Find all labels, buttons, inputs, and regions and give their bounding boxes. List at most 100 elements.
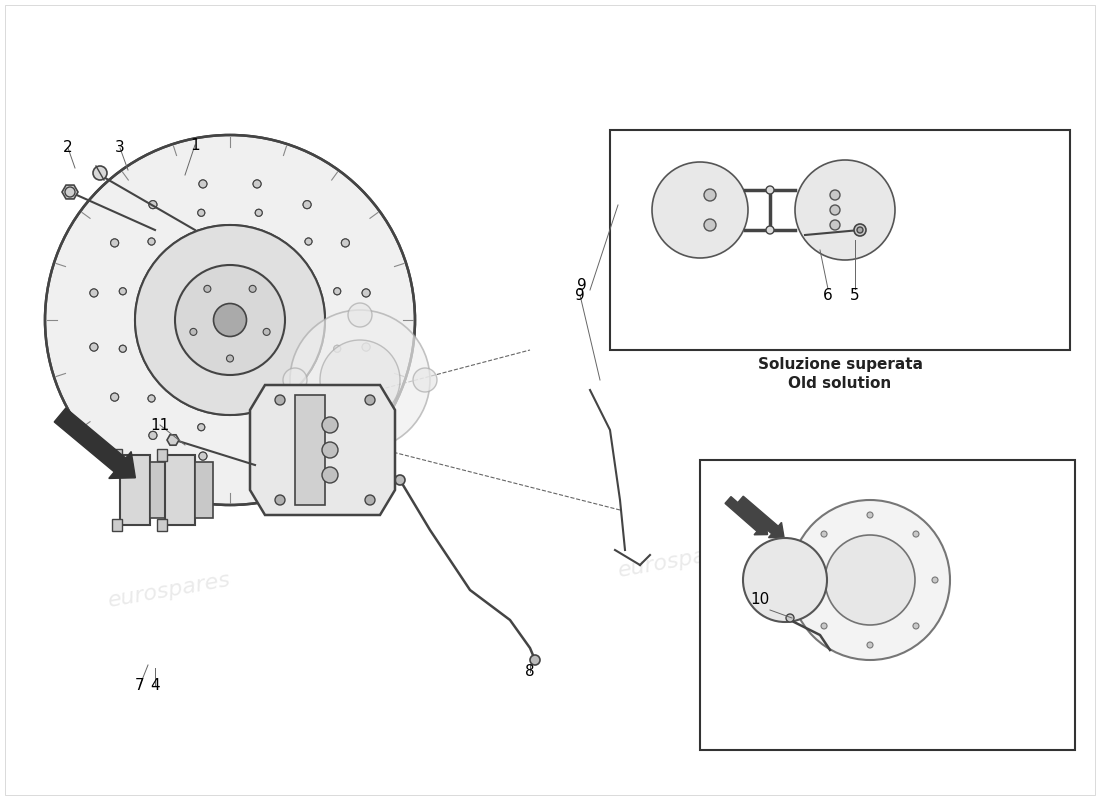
Bar (195, 462, 213, 518)
Circle shape (830, 205, 840, 215)
Circle shape (175, 265, 285, 375)
Circle shape (766, 186, 774, 194)
Polygon shape (62, 185, 78, 199)
Circle shape (90, 343, 98, 351)
Circle shape (119, 288, 126, 294)
Circle shape (204, 286, 211, 292)
Circle shape (253, 180, 261, 188)
Circle shape (263, 328, 271, 335)
Circle shape (867, 512, 873, 518)
Circle shape (333, 346, 341, 352)
Circle shape (913, 531, 918, 537)
Circle shape (766, 226, 774, 234)
Text: eurospares: eurospares (138, 374, 263, 426)
Circle shape (119, 288, 126, 294)
Circle shape (148, 431, 157, 439)
Text: 4: 4 (151, 678, 160, 693)
Circle shape (148, 238, 155, 245)
Circle shape (198, 210, 205, 216)
Circle shape (305, 395, 312, 402)
Circle shape (253, 180, 261, 188)
Circle shape (306, 342, 312, 349)
Circle shape (148, 201, 157, 209)
Circle shape (45, 135, 415, 505)
Circle shape (821, 623, 827, 629)
Circle shape (111, 393, 119, 401)
Circle shape (227, 234, 233, 240)
Circle shape (306, 342, 312, 349)
Circle shape (148, 201, 157, 209)
Circle shape (362, 343, 370, 351)
Bar (112, 449, 122, 461)
Circle shape (305, 395, 312, 402)
Circle shape (276, 384, 282, 390)
Circle shape (306, 291, 312, 298)
Circle shape (412, 368, 437, 392)
Circle shape (530, 655, 540, 665)
Bar (150, 462, 168, 518)
Circle shape (790, 500, 950, 660)
Circle shape (119, 346, 126, 352)
Circle shape (304, 431, 311, 439)
Circle shape (652, 162, 748, 258)
Circle shape (90, 289, 98, 297)
Circle shape (135, 225, 324, 415)
Circle shape (304, 431, 311, 439)
Circle shape (90, 343, 98, 351)
Circle shape (795, 160, 895, 260)
Circle shape (148, 431, 157, 439)
Text: Old solution: Old solution (789, 375, 892, 390)
Circle shape (322, 417, 338, 433)
Circle shape (276, 384, 282, 390)
Circle shape (306, 291, 312, 298)
Circle shape (227, 400, 233, 406)
Circle shape (275, 495, 285, 505)
Circle shape (90, 289, 98, 297)
Circle shape (395, 475, 405, 485)
Circle shape (213, 303, 246, 337)
Circle shape (362, 343, 370, 351)
Circle shape (348, 433, 372, 457)
Circle shape (322, 467, 338, 483)
Circle shape (365, 395, 375, 405)
Circle shape (913, 623, 918, 629)
Text: 6: 6 (823, 289, 833, 303)
Circle shape (341, 239, 350, 247)
Circle shape (275, 395, 285, 405)
Bar (165, 455, 195, 525)
Circle shape (119, 346, 126, 352)
Circle shape (276, 250, 282, 256)
Text: 9: 9 (575, 287, 585, 302)
Circle shape (333, 288, 341, 294)
FancyArrow shape (54, 408, 135, 478)
Bar (157, 519, 167, 531)
Text: eurospares: eurospares (627, 239, 754, 281)
Circle shape (305, 238, 312, 245)
Bar (700, 460, 1075, 750)
Circle shape (932, 577, 938, 583)
Circle shape (198, 424, 205, 430)
Circle shape (276, 250, 282, 256)
Circle shape (199, 180, 207, 188)
Circle shape (253, 452, 261, 460)
Circle shape (227, 234, 233, 240)
Circle shape (178, 384, 184, 390)
Text: 10: 10 (750, 593, 770, 607)
Circle shape (178, 384, 184, 390)
Text: 9: 9 (578, 278, 587, 293)
Bar (120, 455, 150, 525)
Circle shape (341, 239, 350, 247)
Circle shape (199, 452, 207, 460)
Circle shape (227, 400, 233, 406)
Circle shape (178, 250, 184, 256)
Circle shape (704, 219, 716, 231)
Circle shape (333, 346, 341, 352)
Circle shape (362, 289, 370, 297)
Circle shape (147, 342, 154, 349)
Circle shape (362, 289, 370, 297)
Bar (295, 395, 324, 505)
Circle shape (304, 201, 311, 209)
Circle shape (213, 303, 246, 337)
FancyArrow shape (725, 497, 768, 534)
Text: 7: 7 (135, 678, 145, 693)
